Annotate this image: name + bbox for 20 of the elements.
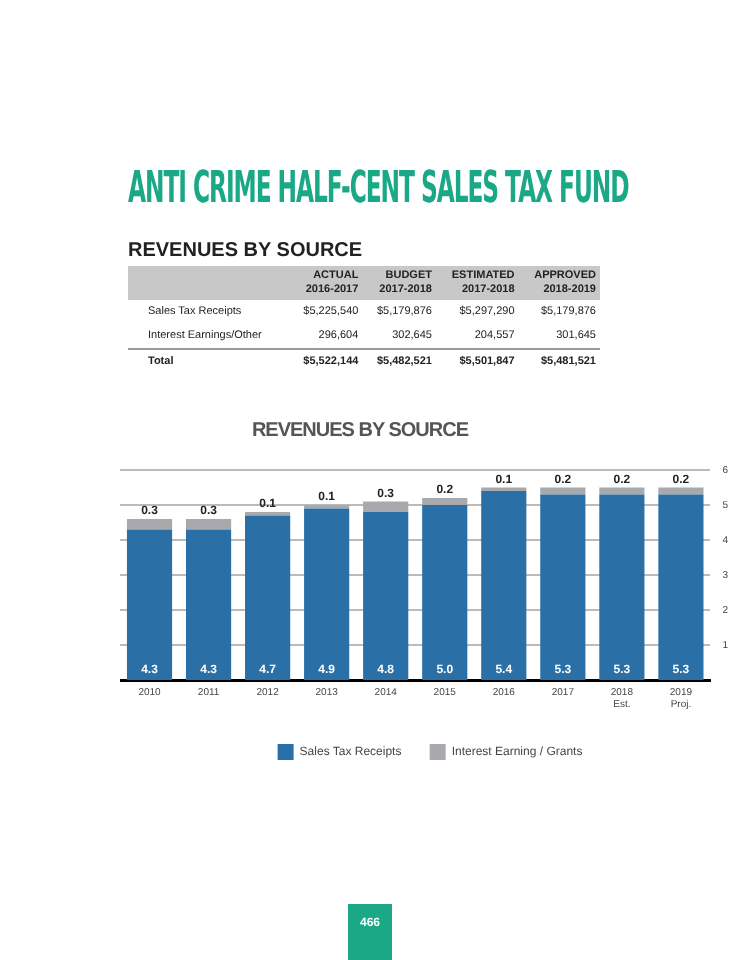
bar — [540, 494, 586, 680]
bar — [481, 491, 527, 680]
bar — [185, 529, 232, 680]
bar — [126, 519, 173, 530]
chart-title: REVENUES BY SOURCE — [249, 420, 471, 442]
bar — [422, 498, 468, 505]
bar — [658, 487, 704, 495]
text: REVENUES BY SOURCE — [128, 240, 363, 262]
bar — [658, 494, 704, 680]
bar — [185, 519, 232, 530]
bar — [599, 487, 645, 495]
bar — [540, 487, 586, 495]
text: ANTI CRIME HALF-CENT SALES TAX FUND — [128, 164, 629, 214]
bar — [304, 508, 350, 680]
bar — [126, 529, 173, 680]
bar — [245, 515, 291, 680]
bar — [599, 494, 645, 680]
bar — [363, 501, 409, 512]
bar — [363, 512, 409, 680]
bar — [422, 505, 468, 680]
